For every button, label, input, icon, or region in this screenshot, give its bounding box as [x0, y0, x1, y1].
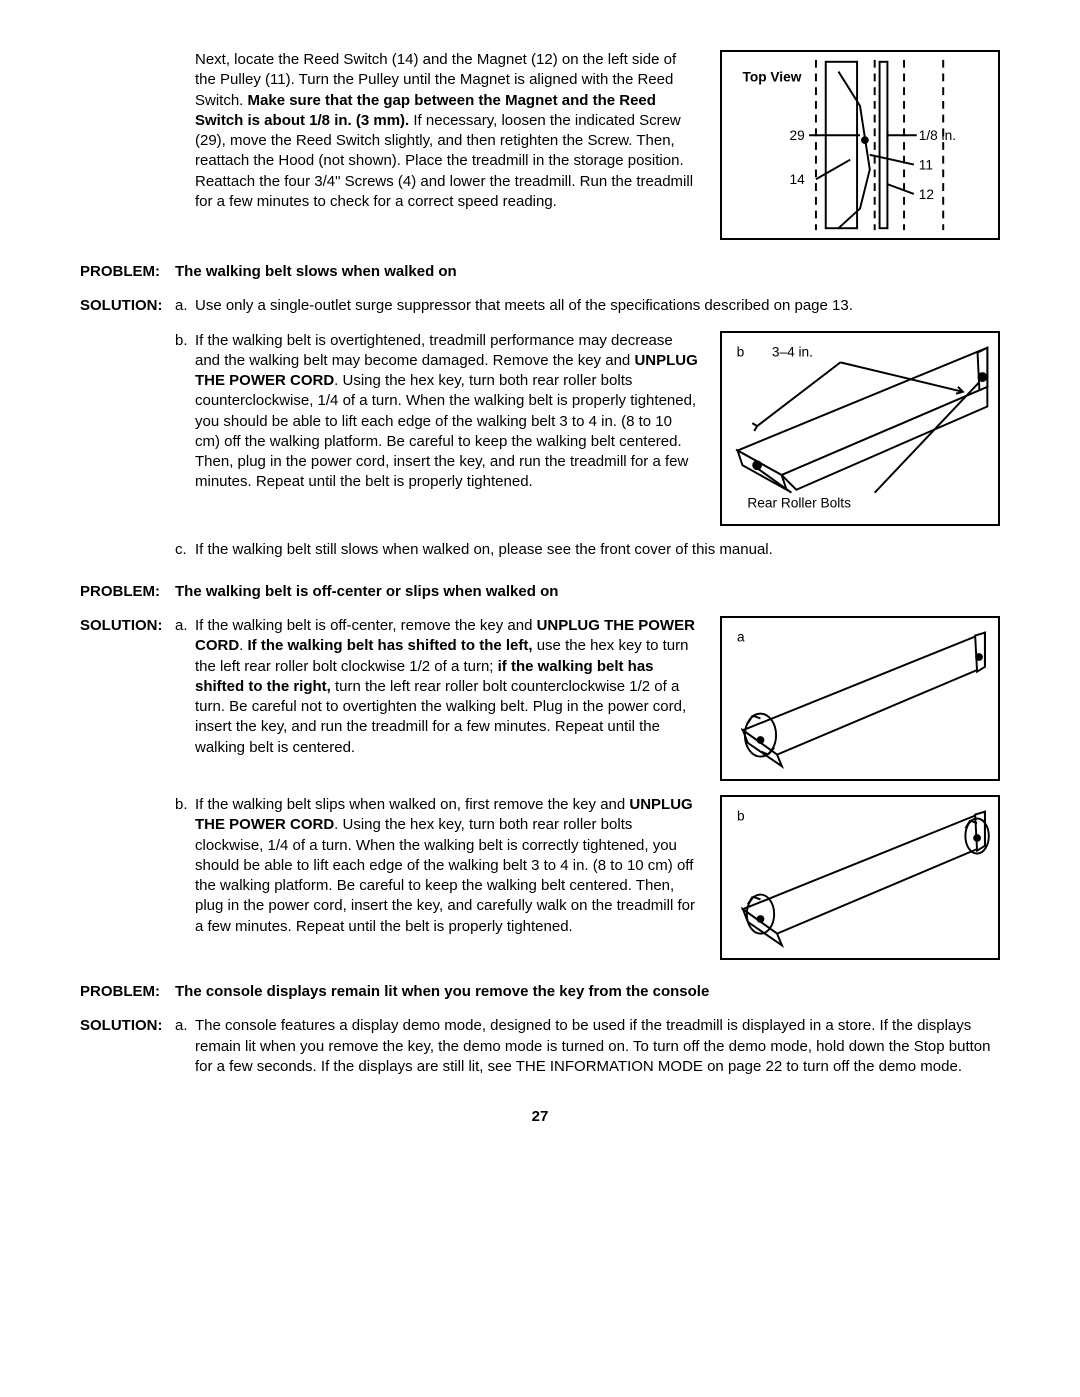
sol2a-textcol: SOLUTION: a. If the walking belt is off-…: [80, 616, 700, 758]
figb1-letter: b: [737, 344, 745, 359]
top-view-title: Top View: [743, 69, 802, 84]
sol2b-post: . Using the hex key, turn both rear roll…: [195, 816, 695, 934]
fig-b2-col: b: [720, 795, 1000, 960]
sol1b-textcol: b. If the walking belt is overtightened,…: [80, 331, 700, 493]
fig-rear-roller: b 3–4 in. Rear Roller Bolts: [720, 331, 1000, 526]
label-11: 11: [919, 157, 933, 172]
sol1b-text: If the walking belt is overtightened, tr…: [195, 331, 700, 493]
intro-row: Next, locate the Reed Switch (14) and th…: [80, 50, 1000, 240]
sol1a-letter: a.: [175, 296, 195, 316]
prob2-label: PROBLEM:: [80, 582, 175, 602]
intro-text: Next, locate the Reed Switch (14) and th…: [80, 50, 700, 212]
label-12: 12: [919, 187, 934, 202]
sol1c-row: c. If the walking belt still slows when …: [80, 540, 1000, 560]
fig-top-view: Top View 29 14 1/8 in. 11 12: [720, 50, 1000, 240]
sol3a-letter: a.: [175, 1016, 195, 1036]
page-number: 27: [80, 1107, 1000, 1127]
sol1a-row: SOLUTION: a. Use only a single-outlet su…: [80, 296, 1000, 316]
sol1b-pre: If the walking belt is overtightened, tr…: [195, 332, 673, 369]
sol2b-text: If the walking belt slips when walked on…: [195, 795, 700, 937]
sol2a-b2: If the walking belt has shifted to the l…: [248, 637, 533, 654]
sol3a-text: The console features a display demo mode…: [195, 1016, 1000, 1077]
problem-2: PROBLEM: The walking belt is off-center …: [80, 582, 1000, 602]
sol2b-textcol: b. If the walking belt slips when walked…: [80, 795, 700, 937]
sol1c-text: If the walking belt still slows when wal…: [195, 540, 1000, 560]
fig-a: a: [720, 616, 1000, 781]
prob3-text: The console displays remain lit when you…: [175, 982, 709, 1002]
figb1-caption: Rear Roller Bolts: [747, 495, 851, 510]
prob1-label: PROBLEM:: [80, 262, 175, 282]
fig-top-col: Top View 29 14 1/8 in. 11 12: [720, 50, 1000, 240]
sol1b-row: b. If the walking belt is overtightened,…: [80, 331, 1000, 526]
sol2b-letter: b.: [175, 795, 195, 815]
figb1-dim: 3–4 in.: [772, 344, 813, 359]
figb2-letter: b: [737, 808, 745, 823]
problem-1: PROBLEM: The walking belt slows when wal…: [80, 262, 1000, 282]
sol2b-row: b. If the walking belt slips when walked…: [80, 795, 1000, 960]
sol2a-row: SOLUTION: a. If the walking belt is off-…: [80, 616, 1000, 781]
label-gap: 1/8 in.: [919, 128, 956, 143]
prob1-text: The walking belt slows when walked on: [175, 262, 457, 282]
top-view-svg: Top View 29 14 1/8 in. 11 12: [722, 52, 998, 238]
fig-b2: b: [720, 795, 1000, 960]
label-29: 29: [790, 128, 805, 143]
figa-letter: a: [737, 629, 745, 644]
sol2a-mid1: .: [239, 637, 247, 654]
sol2a-text: If the walking belt is off-center, remov…: [195, 616, 700, 758]
sol-label-3: SOLUTION:: [80, 1016, 175, 1036]
sol-label-2: SOLUTION:: [80, 616, 175, 636]
sol1b-letter: b.: [175, 331, 195, 351]
problem-3: PROBLEM: The console displays remain lit…: [80, 982, 1000, 1002]
fig-a-svg: a: [722, 618, 998, 779]
sol1b-post: . Using the hex key, turn both rear roll…: [195, 372, 696, 490]
sol-label: SOLUTION:: [80, 296, 175, 316]
sol2a-pre: If the walking belt is off-center, remov…: [195, 617, 537, 634]
fig-b2-svg: b: [722, 797, 998, 958]
sol1c-letter: c.: [175, 540, 195, 560]
sol2a-letter: a.: [175, 616, 195, 636]
prob2-text: The walking belt is off-center or slips …: [175, 582, 558, 602]
fig-b1-col: b 3–4 in. Rear Roller Bolts: [720, 331, 1000, 526]
sol3a-row: SOLUTION: a. The console features a disp…: [80, 1016, 1000, 1077]
sol2b-pre: If the walking belt slips when walked on…: [195, 796, 629, 813]
sol1a-text: Use only a single-outlet surge suppresso…: [195, 296, 1000, 316]
fig-a-col: a: [720, 616, 1000, 781]
rear-roller-svg: b 3–4 in. Rear Roller Bolts: [722, 333, 998, 524]
label-14: 14: [790, 172, 806, 187]
prob3-label: PROBLEM:: [80, 982, 175, 1002]
